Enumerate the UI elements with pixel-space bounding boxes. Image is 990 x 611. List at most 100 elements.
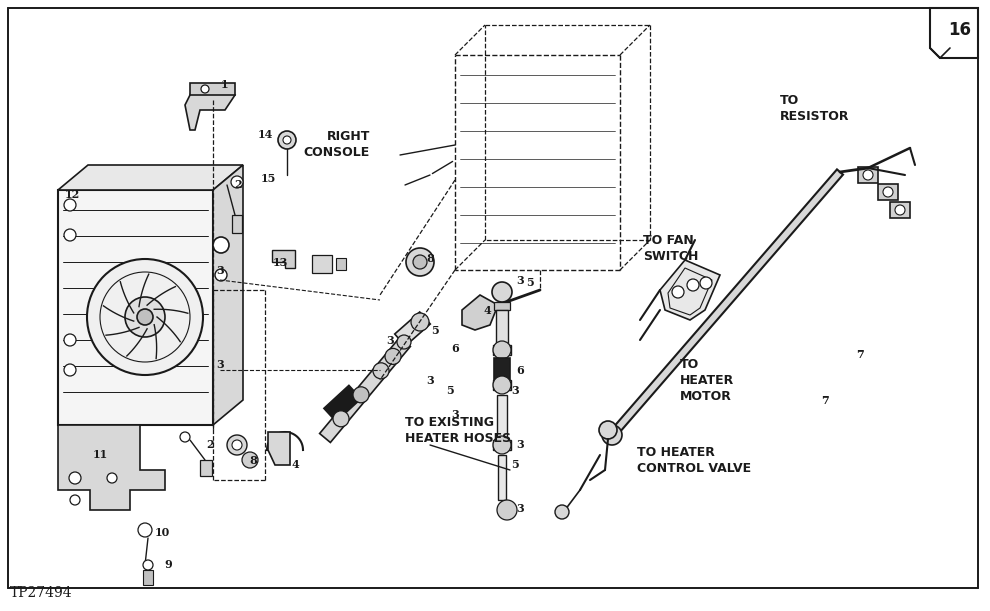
Circle shape (493, 341, 511, 359)
Polygon shape (58, 165, 243, 190)
Text: 3: 3 (426, 375, 434, 386)
Circle shape (602, 425, 622, 445)
Bar (496, 310, 508, 345)
Text: 6: 6 (451, 343, 459, 354)
Circle shape (227, 435, 247, 455)
Bar (232, 215, 242, 233)
Bar (493, 345, 511, 355)
Circle shape (333, 411, 349, 427)
Bar (58, 190, 213, 425)
Circle shape (180, 432, 190, 442)
Bar (494, 358, 510, 380)
Text: 7: 7 (821, 395, 829, 406)
Polygon shape (213, 165, 243, 425)
Text: 1: 1 (220, 79, 228, 90)
Circle shape (64, 199, 76, 211)
Text: 5: 5 (526, 277, 534, 288)
Text: 9: 9 (164, 560, 172, 571)
Polygon shape (324, 386, 361, 422)
Bar (143, 570, 153, 585)
Circle shape (201, 85, 209, 93)
Circle shape (231, 176, 243, 188)
Polygon shape (268, 432, 290, 465)
Text: 8: 8 (426, 252, 434, 263)
Text: 16: 16 (948, 21, 971, 39)
Circle shape (493, 436, 511, 454)
Circle shape (283, 136, 291, 144)
Circle shape (555, 505, 569, 519)
Polygon shape (609, 169, 843, 437)
Bar (312, 255, 332, 273)
Circle shape (406, 248, 434, 276)
Text: 10: 10 (154, 527, 169, 538)
Circle shape (883, 187, 893, 197)
Text: 3: 3 (516, 274, 524, 285)
Bar (494, 302, 510, 310)
Text: 3: 3 (511, 384, 519, 395)
Polygon shape (660, 260, 720, 320)
Circle shape (413, 255, 427, 269)
Text: 2: 2 (235, 180, 242, 191)
Text: 2: 2 (206, 439, 214, 450)
Text: 3: 3 (451, 409, 459, 420)
Text: 11: 11 (92, 450, 108, 461)
Circle shape (107, 473, 117, 483)
Text: 14: 14 (257, 130, 272, 141)
Text: 7: 7 (856, 349, 864, 360)
Circle shape (497, 500, 517, 520)
Circle shape (672, 286, 684, 298)
Circle shape (137, 309, 153, 325)
Circle shape (143, 560, 153, 570)
Polygon shape (395, 312, 431, 346)
Text: 12: 12 (64, 189, 79, 200)
Circle shape (863, 170, 873, 180)
Text: 5: 5 (431, 324, 439, 335)
Text: RIGHT
CONSOLE: RIGHT CONSOLE (304, 131, 370, 159)
Text: 4: 4 (291, 459, 299, 470)
Circle shape (353, 387, 369, 403)
Circle shape (64, 334, 76, 346)
Polygon shape (930, 8, 978, 58)
Circle shape (687, 279, 699, 291)
Text: 3: 3 (216, 265, 224, 276)
Text: 4: 4 (483, 304, 491, 315)
Bar (493, 380, 511, 390)
Bar (890, 202, 910, 218)
Circle shape (64, 364, 76, 376)
Bar (878, 184, 898, 200)
Bar (493, 440, 511, 450)
Text: 5: 5 (511, 459, 519, 470)
Circle shape (87, 259, 203, 375)
Text: 8: 8 (249, 455, 256, 466)
Text: 13: 13 (272, 257, 288, 268)
Polygon shape (272, 250, 295, 268)
Text: TO
RESISTOR: TO RESISTOR (780, 93, 849, 122)
Polygon shape (320, 337, 411, 442)
Circle shape (125, 297, 165, 337)
Bar (190, 83, 235, 95)
Text: 6: 6 (516, 365, 524, 376)
Text: 5: 5 (446, 384, 453, 395)
Text: TP27494: TP27494 (10, 586, 72, 600)
Circle shape (215, 269, 227, 281)
Circle shape (385, 348, 401, 364)
Circle shape (397, 335, 411, 349)
Circle shape (411, 313, 429, 331)
Text: TO HEATER
CONTROL VALVE: TO HEATER CONTROL VALVE (637, 445, 751, 475)
Circle shape (64, 229, 76, 241)
Circle shape (242, 452, 258, 468)
Polygon shape (462, 295, 498, 330)
Circle shape (599, 421, 617, 439)
Text: TO FAN
SWITCH: TO FAN SWITCH (643, 233, 698, 263)
Text: TO EXISTING
HEATER HOSES: TO EXISTING HEATER HOSES (405, 415, 511, 444)
Text: 3: 3 (216, 359, 224, 370)
Circle shape (493, 376, 511, 394)
Circle shape (138, 523, 152, 537)
Circle shape (232, 440, 242, 450)
Text: 3: 3 (386, 334, 394, 345)
Polygon shape (185, 88, 235, 130)
Text: TO
HEATER
MOTOR: TO HEATER MOTOR (680, 357, 735, 403)
Polygon shape (58, 425, 165, 510)
Bar (200, 460, 212, 476)
Circle shape (69, 472, 81, 484)
